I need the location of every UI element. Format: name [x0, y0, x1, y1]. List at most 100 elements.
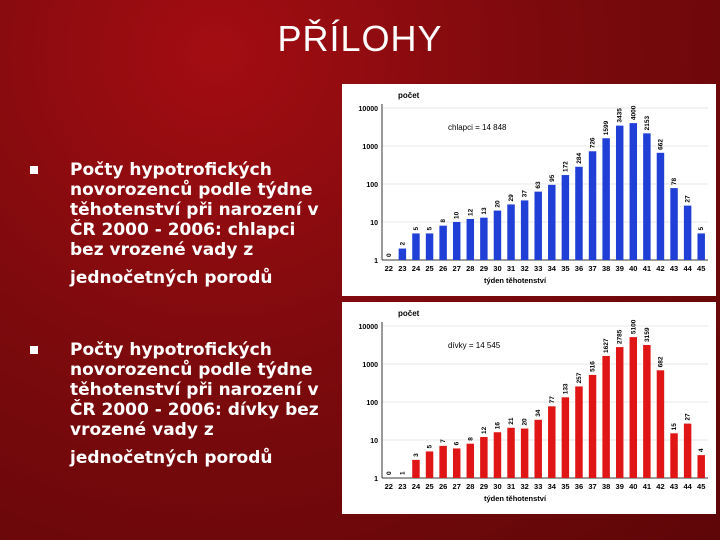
bullet-line: těhotenství při narození v [70, 380, 319, 400]
x-tick-label: 36 [575, 264, 583, 273]
x-tick-label: 40 [629, 264, 637, 273]
bar [629, 123, 638, 260]
bullet-line: jednočetných porodů [70, 448, 273, 468]
bar [534, 419, 542, 478]
x-tick-label: 38 [602, 482, 610, 491]
x-tick-label: 22 [385, 264, 393, 273]
bullet-line: ČR 2000 - 2006: dívky bez [70, 400, 319, 420]
x-axis-label: týden těhotenství [484, 276, 547, 285]
x-tick-label: 25 [425, 264, 433, 273]
bullet-line: vrozené vady z [70, 420, 214, 440]
data-label: 3435 [617, 108, 624, 123]
data-label: 77 [549, 396, 556, 404]
data-label: 20 [522, 418, 529, 426]
bar [656, 370, 665, 478]
bullet-line: Počty hypotrofických [70, 340, 272, 360]
data-label: 10 [454, 211, 461, 219]
data-label: 12 [467, 208, 474, 216]
bar [670, 188, 678, 260]
bar [480, 217, 488, 260]
bar [588, 151, 597, 260]
x-tick-label: 24 [412, 264, 421, 273]
bar [643, 133, 651, 260]
x-tick-label: 26 [439, 482, 447, 491]
x-tick-label: 38 [602, 264, 610, 273]
data-label: 7 [440, 439, 447, 443]
x-tick-label: 37 [588, 264, 596, 273]
chart-annotation: dívky = 14 545 [448, 341, 501, 350]
bar [493, 210, 502, 260]
bullet-line: těhotenství při narození v [70, 200, 319, 220]
data-label: 27 [685, 413, 692, 421]
bullet-line: ČR 2000 - 2006: chlapci [70, 220, 296, 240]
bar [452, 222, 461, 260]
y-tick-label: 100 [366, 400, 378, 407]
bar [425, 233, 434, 260]
x-tick-label: 27 [453, 264, 461, 273]
y-tick-label: 100 [366, 182, 378, 189]
bullet-square-icon [30, 346, 38, 354]
bar [548, 406, 556, 478]
x-tick-label: 41 [643, 264, 651, 273]
bar [602, 138, 610, 260]
bar [683, 205, 692, 260]
x-tick-label: 33 [534, 482, 542, 491]
x-tick-label: 31 [507, 264, 515, 273]
bullet-text: Počty hypotrofických novorozenců podle t… [70, 160, 360, 288]
data-label: 284 [576, 153, 583, 164]
bullet-line: novorozenců podle týdne [70, 360, 313, 380]
bar [683, 423, 692, 478]
x-tick-label: 23 [398, 264, 406, 273]
data-label: 5 [698, 226, 705, 230]
data-label: 3 [413, 453, 420, 457]
bullet-line: bez vrozené vady z [70, 240, 254, 260]
x-tick-label: 28 [466, 264, 474, 273]
bar [493, 432, 502, 478]
x-tick-label: 35 [561, 264, 569, 273]
data-label: 5100 [630, 319, 637, 334]
slide-title: PŘÍLOHY [277, 18, 443, 59]
data-label: 516 [590, 361, 597, 372]
data-label: 34 [535, 409, 542, 417]
data-label: 29 [508, 194, 515, 202]
bar [439, 445, 447, 478]
bar [561, 175, 570, 260]
x-tick-label: 25 [425, 482, 433, 491]
bar [561, 397, 570, 478]
bar [466, 443, 475, 478]
x-tick-label: 31 [507, 482, 515, 491]
y-tick-label: 1 [374, 258, 378, 265]
x-tick-label: 26 [439, 264, 447, 273]
x-tick-label: 29 [480, 264, 488, 273]
data-label: 2 [399, 242, 406, 246]
data-label: 63 [535, 181, 542, 189]
bar [602, 355, 610, 478]
chart-boys: počet 1 10 100 1000 10000 chlapci = 14 848 0 22 2… [342, 84, 716, 296]
bar [452, 448, 461, 478]
x-tick-label: 42 [656, 482, 664, 491]
bar [398, 248, 407, 260]
data-label: 1 [399, 471, 406, 475]
x-tick-label: 32 [520, 264, 528, 273]
data-label: 4000 [630, 105, 637, 120]
data-label: 20 [494, 200, 501, 208]
data-label: 2785 [617, 329, 624, 344]
x-tick-label: 39 [616, 264, 624, 273]
data-label: 133 [562, 383, 569, 394]
x-tick-label: 22 [385, 482, 393, 491]
y-tick-label: 1000 [362, 362, 378, 369]
x-tick-label: 43 [670, 482, 678, 491]
bar [548, 184, 556, 260]
data-label: 172 [562, 161, 569, 172]
bar [520, 428, 529, 478]
bar [575, 386, 583, 478]
x-tick-label: 40 [629, 482, 637, 491]
bar [507, 427, 515, 478]
data-label: 16 [494, 422, 501, 430]
bar [480, 436, 488, 478]
x-tick-label: 27 [453, 482, 461, 491]
data-label: 6 [454, 441, 461, 445]
data-label: 2153 [644, 115, 651, 130]
x-axis-label: týden těhotenství [484, 494, 547, 503]
